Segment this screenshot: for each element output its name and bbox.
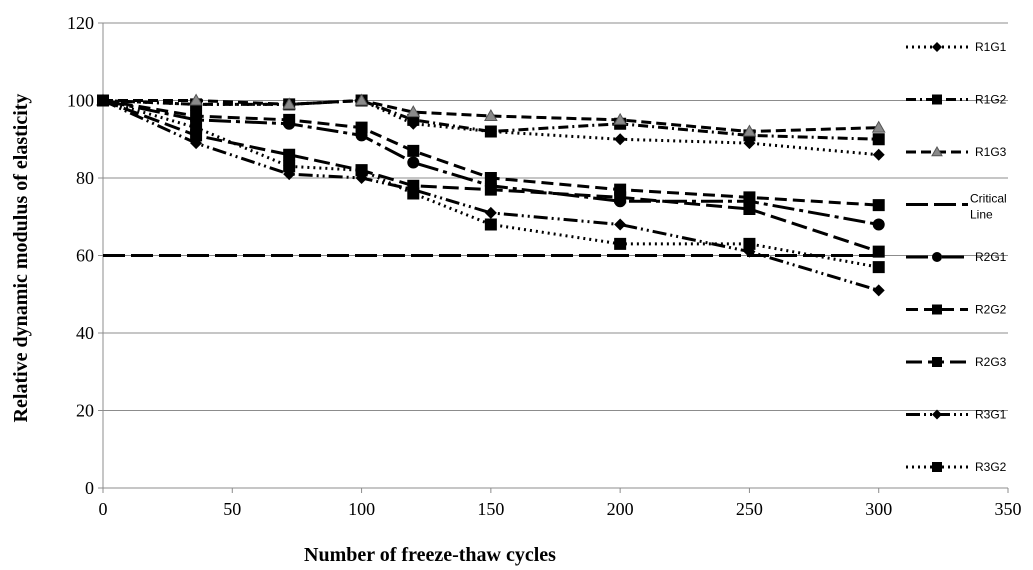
data-point-square [743, 191, 756, 204]
legend-label: Critical Line [970, 192, 1007, 222]
data-point-triangle [871, 120, 886, 133]
legend-label: R3G1 [975, 408, 1007, 422]
data-point-square [743, 203, 756, 215]
legend-item: R2G2 [906, 303, 1007, 317]
y-tick-label: 0 [85, 478, 94, 498]
legend-label: R1G1 [975, 40, 1007, 54]
data-point-square [932, 357, 942, 367]
data-point-diamond [614, 133, 627, 146]
data-point-circle [932, 252, 942, 262]
legend-label: R1G3 [975, 145, 1007, 159]
data-point-triangle [282, 97, 297, 110]
y-tick-label: 80 [76, 168, 94, 188]
x-tick-label: 150 [477, 499, 504, 519]
legend-item: R3G2 [906, 460, 1007, 474]
data-point-square [932, 94, 942, 105]
series-line [102, 99, 879, 226]
data-point-diamond [190, 137, 203, 150]
data-point-square [283, 160, 296, 173]
legend-label: R2G3 [975, 355, 1007, 369]
x-tick-label: 300 [865, 499, 892, 519]
legend-item: R1G3 [906, 145, 1007, 159]
data-point-square [932, 462, 942, 472]
data-point-square [407, 187, 420, 200]
data-point-triangle [742, 124, 757, 137]
y-tick-labels: 0 20 40 60 80 100 120 [67, 13, 94, 498]
data-point-diamond [932, 42, 942, 52]
y-tick-label: 120 [67, 13, 94, 33]
data-point-circle [872, 218, 885, 231]
x-tick-label: 100 [348, 499, 375, 519]
data-point-square [484, 218, 497, 231]
legend-item: Critical Line [906, 192, 1007, 222]
data-point-diamond [932, 409, 942, 420]
data-point-square [614, 191, 627, 204]
legend-item: R1G2 [906, 93, 1007, 107]
data-point-square [484, 125, 497, 138]
data-point-square [190, 121, 203, 134]
x-tick-labels: 0 50 100 150 200 250 300 350 [99, 499, 1022, 519]
data-point-diamond [484, 206, 497, 219]
legend-label: R1G2 [975, 93, 1007, 107]
legend-label: R2G2 [975, 303, 1007, 317]
series-r1g3 [96, 93, 886, 137]
data-point-triangle [931, 145, 943, 157]
legend-item: R1G1 [906, 40, 1007, 54]
data-point-triangle [354, 93, 369, 106]
series-line [103, 98, 879, 134]
data-point-triangle [189, 93, 203, 106]
series-line [102, 99, 880, 292]
data-point-square [484, 172, 497, 184]
data-point-square [407, 144, 420, 157]
legend-item: R2G1 [906, 250, 1007, 264]
data-point-square [872, 133, 885, 146]
data-point-square [283, 148, 296, 161]
legend-label: R2G1 [975, 250, 1007, 264]
data-point-square [932, 304, 942, 315]
data-point-square [283, 113, 296, 126]
x-tick-label: 250 [736, 499, 763, 519]
series-group [96, 93, 886, 297]
x-tick-label: 0 [99, 499, 108, 519]
gridlines [103, 22, 1008, 411]
y-tick-label: 20 [76, 401, 94, 421]
x-tick-label: 350 [995, 499, 1022, 519]
data-point-square [355, 121, 368, 134]
data-point-triangle [613, 112, 628, 125]
data-point-square [872, 199, 885, 212]
legend-item: R2G3 [906, 355, 1007, 369]
data-point-square [484, 183, 497, 196]
data-point-triangle [483, 108, 498, 121]
axes [98, 22, 1009, 493]
legend: R1G1 R1G2 R1G3 Critical Line R2G1 R2G2 R2G3 R3G1… [906, 40, 1007, 474]
y-tick-label: 100 [67, 91, 94, 111]
x-axis-title: Number of freeze-thaw cycles [304, 544, 556, 566]
data-point-diamond [872, 284, 885, 297]
data-point-triangle [406, 105, 421, 118]
data-point-square [355, 164, 368, 177]
data-point-square [97, 94, 109, 107]
x-tick-label: 200 [607, 499, 634, 519]
data-point-square [743, 237, 756, 250]
data-point-diamond [872, 148, 885, 161]
series-line [102, 98, 879, 141]
y-tick-label: 60 [76, 246, 94, 266]
series-r3g2 [97, 94, 885, 274]
data-point-square [190, 110, 203, 122]
x-tick-label: 50 [223, 499, 241, 519]
data-point-circle [407, 156, 420, 169]
y-tick-label: 40 [76, 323, 94, 343]
data-point-square [872, 261, 885, 274]
data-point-square [872, 245, 885, 258]
legend-label: R3G2 [975, 460, 1007, 474]
legend-item: R3G1 [906, 408, 1007, 422]
data-point-square [614, 237, 627, 250]
y-axis-title: Relative dynamic modulus of elasticity [10, 94, 32, 423]
data-point-diamond [614, 218, 627, 231]
